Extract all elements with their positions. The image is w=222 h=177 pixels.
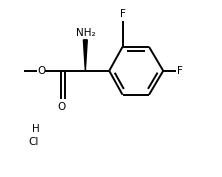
Polygon shape	[83, 40, 87, 71]
Text: O: O	[37, 66, 45, 76]
Text: F: F	[177, 66, 183, 76]
Text: NH₂: NH₂	[75, 28, 95, 38]
Text: F: F	[120, 10, 125, 19]
Text: O: O	[57, 102, 65, 112]
Text: Cl: Cl	[29, 138, 39, 147]
Text: H: H	[32, 124, 40, 134]
